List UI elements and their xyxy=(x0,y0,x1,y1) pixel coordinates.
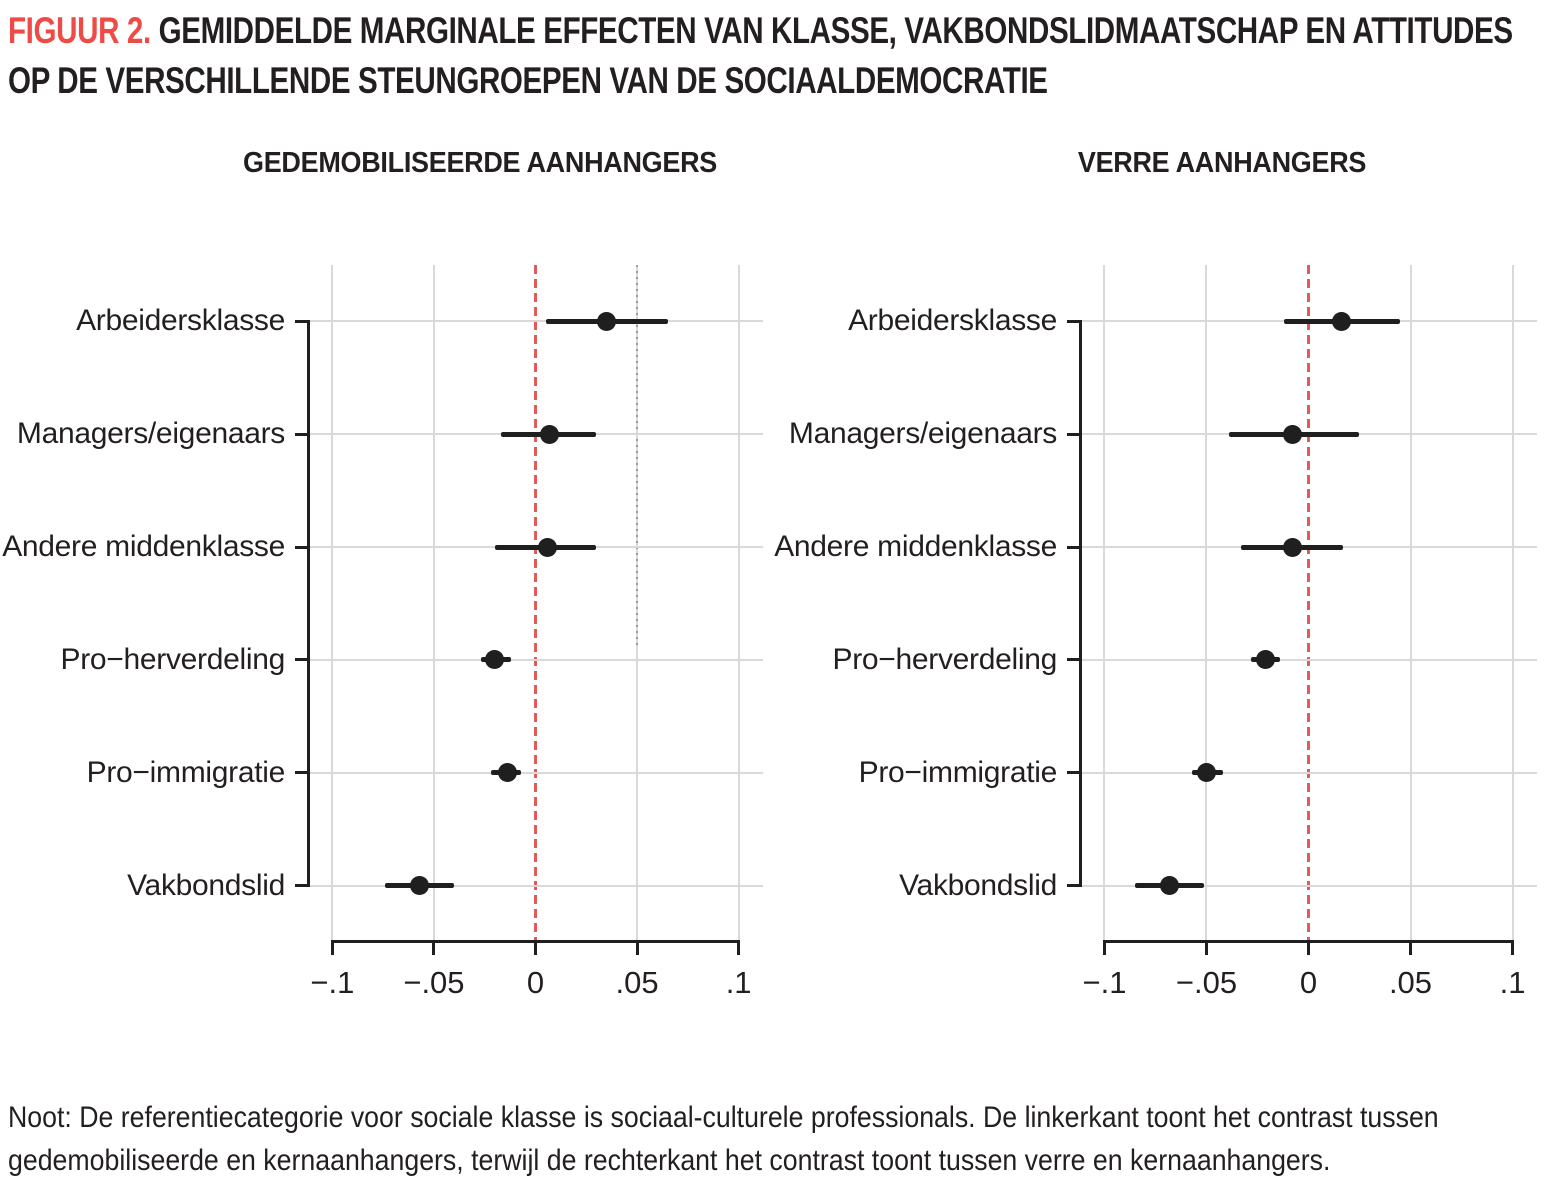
category-label: Pro−herverdeling xyxy=(60,642,285,676)
y-axis-tick xyxy=(295,319,308,323)
figure-title-line1: FIGUUR 2. GEMIDDELDE MARGINALE EFFECTEN … xyxy=(8,6,1513,56)
category-label: Vakbondslid xyxy=(899,868,1057,902)
gridline-horizontal xyxy=(1080,658,1537,661)
figure-number-label: FIGUUR 2. xyxy=(8,10,151,51)
x-tick-label: 0 xyxy=(526,965,545,1000)
gridline-vertical xyxy=(1103,265,1106,942)
x-tick-label: .1 xyxy=(1499,965,1526,1000)
gridline-horizontal xyxy=(308,320,763,323)
gridline-vertical xyxy=(432,265,435,942)
category-label: Pro−immigratie xyxy=(858,755,1058,789)
x-axis-tick xyxy=(330,940,334,955)
x-tick-label: −.05 xyxy=(403,965,465,1000)
gridline-horizontal xyxy=(1080,771,1537,774)
figure-title-line2: OP DE VERSCHILLENDE STEUNGROEPEN VAN DE … xyxy=(8,60,1048,101)
x-axis-tick xyxy=(635,940,639,955)
x-tick-label: .05 xyxy=(1388,965,1433,1000)
panel-left-plot: −.1 −.05 0 .05 .1 xyxy=(295,265,763,1000)
gridline-horizontal xyxy=(308,658,763,661)
x-axis-tick xyxy=(432,940,436,955)
x-tick-label: −.1 xyxy=(310,965,355,1000)
panel-title-left: GEDEMOBILISEERDE AANHANGERS xyxy=(243,147,717,179)
category-label: Arbeidersklasse xyxy=(76,304,285,338)
point-estimate-marker xyxy=(1256,650,1276,670)
x-axis-tick xyxy=(737,940,741,955)
y-axis-line xyxy=(307,319,310,888)
x-tick-label: .05 xyxy=(615,965,659,1000)
category-label: Andere middenklasse xyxy=(2,530,285,564)
figure-title: FIGUUR 2. GEMIDDELDE MARGINALE EFFECTEN … xyxy=(8,6,1513,106)
y-axis-line xyxy=(1079,319,1082,888)
y-axis-tick xyxy=(1067,432,1080,436)
y-axis-tick xyxy=(1067,771,1080,775)
category-label: Andere middenklasse xyxy=(774,530,1057,564)
y-axis-tick xyxy=(1067,658,1080,662)
gridline-vertical xyxy=(1511,265,1514,942)
category-labels-right: Arbeidersklasse Managers/eigenaars Andere … xyxy=(757,265,1057,942)
panel-right-plot: −.1 −.05 0 .05 .1 xyxy=(1067,265,1537,1000)
x-tick-label: .1 xyxy=(725,965,752,1000)
figure-title-line1-rest: GEMIDDELDE MARGINALE EFFECTEN VAN KLASSE… xyxy=(158,10,1514,51)
category-label: Managers/eigenaars xyxy=(16,417,285,451)
y-axis-tick xyxy=(295,658,308,662)
panel-title-right: VERRE AANHANGERS xyxy=(1077,147,1367,179)
gridline-horizontal xyxy=(1080,884,1537,887)
point-estimate-marker xyxy=(1282,537,1302,557)
x-axis-tick xyxy=(1409,940,1412,955)
point-estimate-marker xyxy=(497,763,517,783)
zero-reference-line xyxy=(534,265,537,942)
y-axis-tick xyxy=(295,771,308,775)
y-axis-tick xyxy=(295,432,308,436)
y-axis-tick xyxy=(295,884,308,888)
category-labels-left: Arbeidersklasse Managers/eigenaars Andere … xyxy=(0,265,285,942)
x-axis-tick xyxy=(1307,940,1310,955)
point-estimate-marker xyxy=(485,650,505,670)
y-axis-tick xyxy=(295,545,308,549)
x-tick-label: −.05 xyxy=(1175,965,1238,1000)
category-label: Vakbondslid xyxy=(127,868,285,902)
x-axis-tick xyxy=(1102,940,1106,955)
category-label: Pro−immigratie xyxy=(86,755,286,789)
point-estimate-marker xyxy=(1331,311,1351,331)
y-axis-tick xyxy=(1067,884,1080,888)
gridline-vertical-dotted xyxy=(636,265,639,645)
y-axis-tick xyxy=(1067,545,1080,549)
point-estimate-marker xyxy=(410,876,430,896)
category-label: Arbeidersklasse xyxy=(848,304,1057,338)
y-axis-tick xyxy=(1067,319,1080,323)
x-axis-tick xyxy=(1511,940,1515,955)
zero-reference-line xyxy=(1307,265,1310,942)
x-tick-label: 0 xyxy=(1299,965,1318,1000)
x-axis-tick xyxy=(1204,940,1208,955)
category-label: Pro−herverdeling xyxy=(832,642,1057,676)
gridline-vertical xyxy=(1205,265,1208,942)
gridline-vertical xyxy=(737,265,740,942)
figure-note-line2: gedemobiliseerde en kernaanhangers, terw… xyxy=(8,1144,1331,1177)
point-estimate-marker xyxy=(1196,763,1216,783)
point-estimate-marker xyxy=(1282,424,1302,444)
point-estimate-marker xyxy=(540,424,560,444)
point-estimate-marker xyxy=(538,537,558,557)
figure-note-line1: Noot: De referentiecategorie voor social… xyxy=(8,1101,1439,1134)
x-axis-tick xyxy=(534,940,537,955)
gridline-horizontal xyxy=(308,771,763,774)
point-estimate-marker xyxy=(1160,876,1180,896)
figure-note: Noot: De referentiecategorie voor social… xyxy=(8,1096,1539,1182)
gridline-vertical xyxy=(331,265,334,942)
x-tick-label: −.1 xyxy=(1082,965,1127,1000)
gridline-vertical xyxy=(1409,265,1412,942)
point-estimate-marker xyxy=(597,311,617,331)
gridline-horizontal xyxy=(308,884,763,887)
category-label: Managers/eigenaars xyxy=(788,417,1057,451)
